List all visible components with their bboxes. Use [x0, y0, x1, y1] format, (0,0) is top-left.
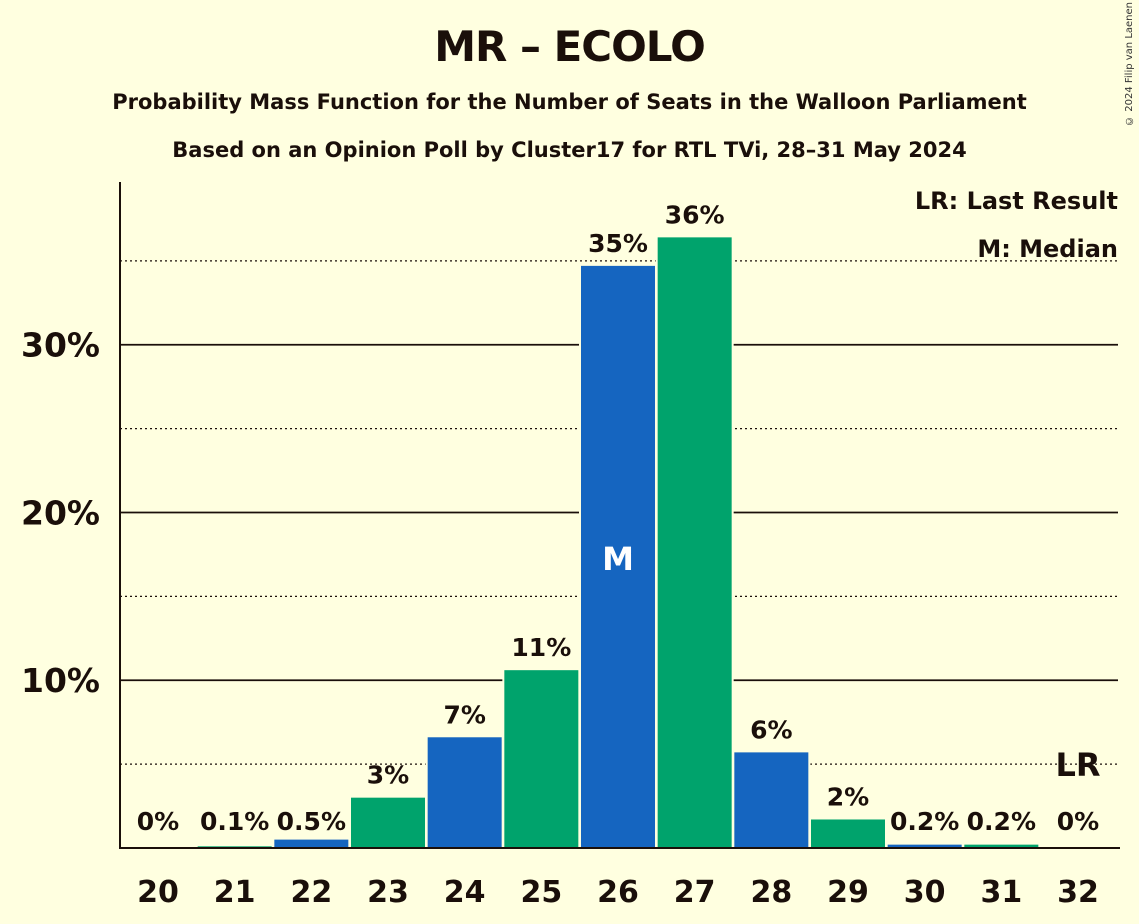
bar-30: [887, 844, 962, 848]
data-label: 7%: [443, 700, 485, 729]
bar-24: [427, 737, 502, 848]
y-tick-label: 10%: [21, 661, 100, 700]
data-label: 0.2%: [967, 807, 1036, 836]
last-result-marker: LR: [1055, 746, 1100, 784]
y-tick-label: 20%: [21, 493, 100, 532]
y-tick-label: 30%: [21, 326, 100, 365]
bar-22: [274, 839, 349, 848]
x-tick-label: 32: [1057, 875, 1099, 910]
bar-25: [504, 670, 579, 848]
data-label: 0.5%: [277, 807, 346, 836]
data-label: 0%: [137, 807, 179, 836]
bar-26: [581, 265, 655, 848]
legend-last-result: LR: Last Result: [915, 187, 1118, 215]
x-tick-label: 21: [214, 875, 256, 910]
bar-27: [657, 237, 732, 848]
x-tick-label: 23: [367, 875, 409, 910]
x-tick-label: 22: [290, 875, 332, 910]
bar-29: [811, 819, 885, 848]
data-label: 0.2%: [890, 807, 959, 836]
x-tick-label: 26: [597, 875, 639, 910]
x-tick-label: 31: [980, 875, 1022, 910]
data-label: 2%: [827, 782, 869, 811]
x-tick-label: 24: [444, 875, 486, 910]
bar-31: [964, 844, 1039, 848]
legend-median: M: Median: [977, 235, 1118, 263]
bar-28: [734, 752, 809, 848]
chart-source: Based on an Opinion Poll by Cluster17 fo…: [172, 138, 967, 162]
data-label: 11%: [511, 633, 571, 662]
data-label: 6%: [750, 715, 792, 744]
bar-gap: [195, 844, 274, 848]
median-marker: M: [602, 540, 634, 578]
x-tick-label: 30: [904, 875, 946, 910]
bars: [195, 235, 1041, 848]
data-label: 36%: [665, 200, 725, 229]
chart-title: MR – ECOLO: [434, 22, 706, 71]
x-tick-label: 27: [674, 875, 716, 910]
data-label: 0%: [1057, 807, 1099, 836]
x-tick-label: 29: [827, 875, 869, 910]
labels: 10% 20% 30% 0% 20 0.1% 21 0.5% 22 3% 23 7% 24 11% 25 35…: [21, 200, 1101, 910]
x-tick-label: 25: [520, 875, 562, 910]
x-tick-label: 28: [750, 875, 792, 910]
chart-subtitle: Probability Mass Function for the Number…: [112, 90, 1027, 114]
bar-23: [351, 797, 425, 848]
x-tick-label: 20: [137, 875, 179, 910]
data-label: 3%: [367, 761, 409, 790]
data-label: 35%: [588, 229, 648, 258]
data-label: 0.1%: [200, 807, 269, 836]
